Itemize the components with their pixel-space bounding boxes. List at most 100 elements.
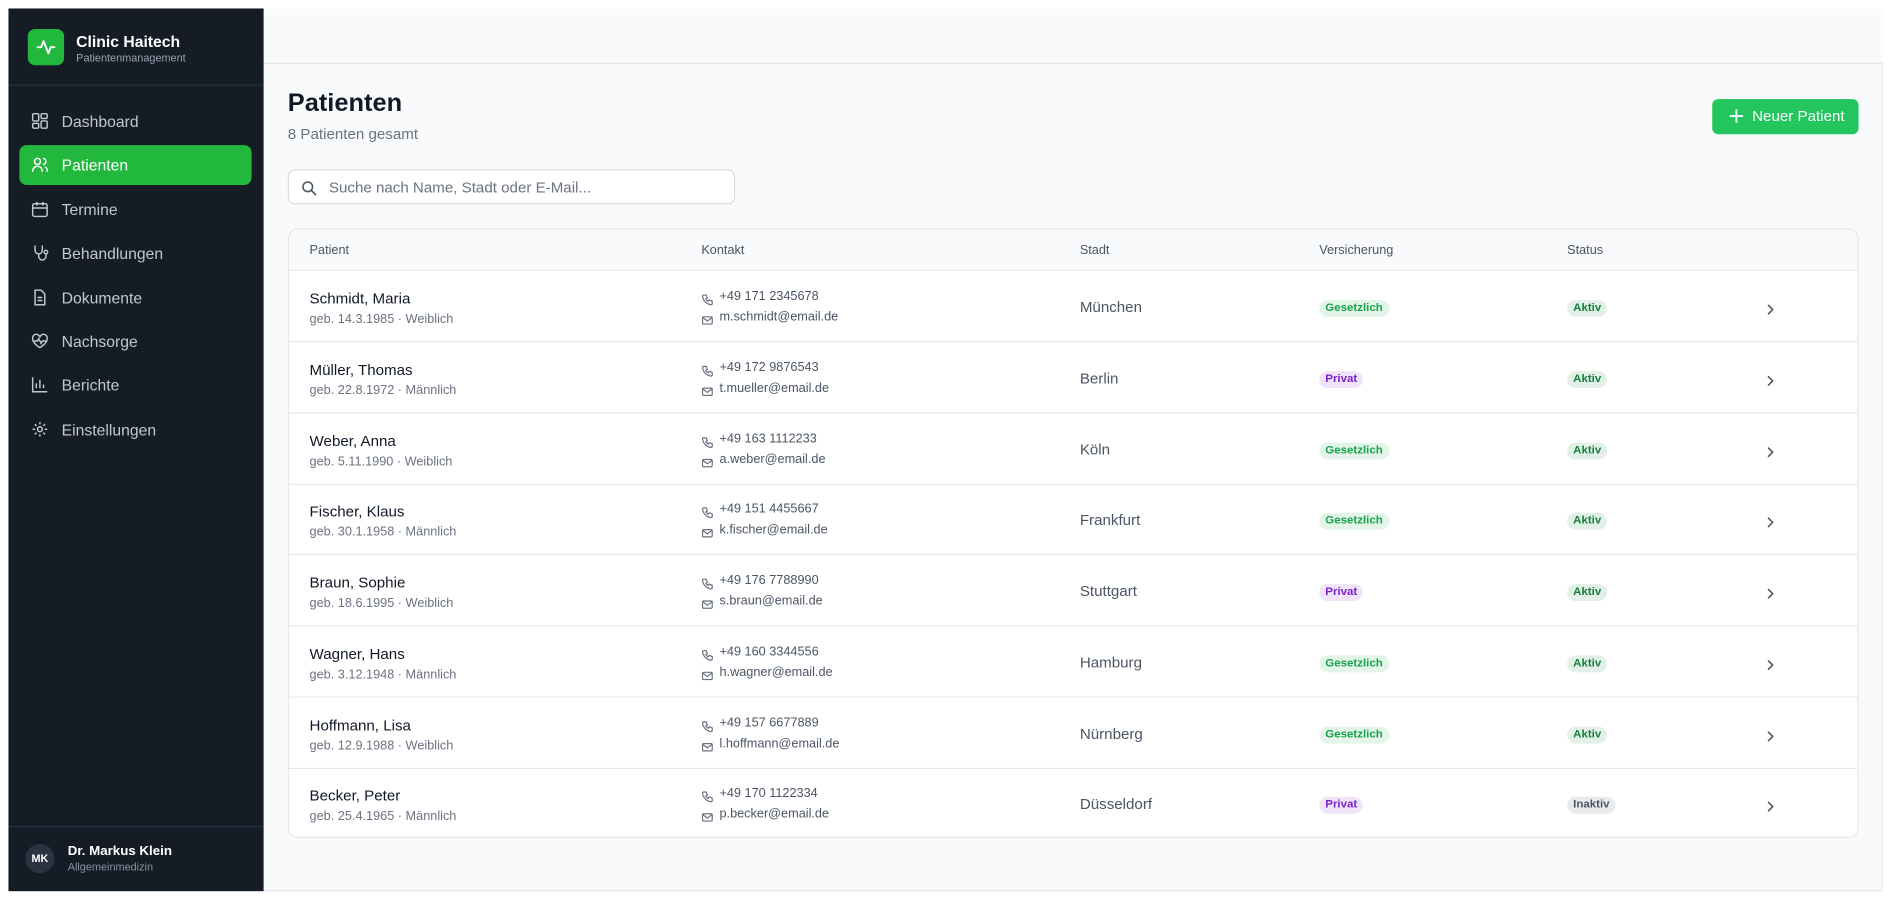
patient-name: Becker, Peter (309, 787, 401, 805)
phone-icon (701, 645, 713, 667)
nav-icon (34, 288, 46, 305)
column-header: Patient (309, 243, 350, 258)
nav-item[interactable]: Nachsorge (19, 322, 251, 362)
top-bar (263, 8, 1883, 65)
status-badge: Aktiv (1567, 441, 1608, 459)
row-chevron[interactable] (1764, 442, 1776, 464)
patient-meta: geb. 12.9.1988 · Weiblich (309, 738, 454, 753)
button-label: Neuer Patient (1752, 107, 1845, 125)
table-row[interactable]: Schmidt, Maria geb. 14.3.1985 · Weiblich +… (288, 271, 1858, 343)
city: Köln (1079, 440, 1111, 458)
nav-item[interactable]: Termine (19, 190, 251, 230)
nav-item[interactable]: Behandlungen (19, 234, 251, 274)
table-row[interactable]: Becker, Peter geb. 25.4.1965 · Männlich +4… (289, 768, 1857, 837)
patient-meta: geb. 22.8.1972 · Männlich (309, 383, 457, 398)
patient-name: Wagner, Hans (309, 645, 405, 663)
patient-name: Schmidt, Maria (309, 290, 411, 308)
phone-icon (701, 361, 713, 383)
nav-label: Berichte (61, 376, 120, 395)
row-chevron[interactable] (1764, 655, 1776, 677)
search-input[interactable]: Suche nach Name, Stadt oder E-Mail... (287, 169, 736, 205)
status-badge: Aktiv (1567, 655, 1608, 673)
nav-icon (31, 158, 49, 173)
column-header: Kontakt (701, 243, 745, 258)
patient-meta: geb. 14.3.1985 · Weiblich (309, 311, 454, 327)
patient-meta: geb. 3.12.1948 · Männlich (309, 667, 457, 682)
email: s.braun@email.de (719, 593, 823, 609)
phone-icon (701, 574, 713, 596)
patient-name: Fischer, Klaus (309, 503, 405, 521)
nav-item[interactable]: Dashboard (19, 102, 251, 142)
phone: +49 151 4455667 (719, 502, 819, 517)
city: Düsseldorf (1079, 795, 1153, 813)
patient-meta: geb. 18.6.1995 · Weiblich (309, 596, 454, 611)
nav-item[interactable]: Einstellungen (19, 410, 251, 450)
table-row[interactable]: Wagner, Hans geb. 3.12.1948 · Männlich +49… (288, 626, 1858, 698)
row-chevron[interactable] (1764, 726, 1776, 748)
nav-icon (31, 377, 48, 393)
page-subtitle: 8 Patienten gesamt (287, 125, 419, 143)
patient-table: Patient Kontakt Stadt Versicherung Status Sc… (287, 228, 1859, 838)
table-row[interactable]: Braun, Sophie geb. 18.6.1995 · Weiblich +4… (288, 555, 1858, 627)
table-row[interactable]: Müller, Thomas geb. 22.8.1972 · Männlich +… (288, 342, 1858, 414)
email-icon (701, 453, 713, 475)
email-icon (701, 311, 713, 333)
nav-label: Termine (61, 200, 118, 219)
city: München (1079, 298, 1143, 316)
email-icon (701, 524, 713, 546)
patient-name: Weber, Anna (309, 432, 396, 450)
nav-label: Einstellungen (61, 420, 157, 439)
row-chevron[interactable] (1764, 371, 1776, 393)
nav-item[interactable]: Berichte (19, 366, 251, 406)
user-name: Dr. Markus Klein (67, 844, 172, 859)
city: Hamburg (1079, 653, 1142, 671)
divider (8, 84, 264, 86)
new-patient-button[interactable]: Neuer Patient (1712, 99, 1859, 135)
email: m.schmidt@email.de (719, 309, 839, 325)
nav-item[interactable]: Patienten (19, 145, 252, 186)
status-badge: Aktiv (1567, 584, 1608, 601)
row-chevron[interactable] (1764, 300, 1776, 322)
phone-icon (701, 787, 713, 809)
row-chevron[interactable] (1764, 584, 1776, 606)
email: p.becker@email.de (719, 806, 830, 822)
insurance-badge: Privat (1319, 797, 1364, 815)
nav-label: Nachsorge (61, 332, 138, 351)
divider (8, 825, 264, 828)
patient-meta: geb. 25.4.1965 · Männlich (309, 809, 457, 824)
nav-icon (34, 245, 49, 261)
table-row[interactable]: Weber, Anna geb. 5.11.1990 · Weiblich +49 … (288, 413, 1858, 485)
nav-label: Behandlungen (61, 244, 164, 263)
avatar[interactable]: MK (25, 844, 55, 874)
search-placeholder: Suche nach Name, Stadt oder E-Mail... (328, 178, 592, 196)
table-header: Patient Kontakt Stadt Versicherung Status (288, 229, 1858, 271)
column-header: Versicherung (1319, 243, 1394, 258)
phone-icon (701, 716, 713, 738)
row-chevron[interactable] (1764, 513, 1776, 535)
nav-icon (32, 421, 48, 437)
nav-icon (31, 333, 48, 349)
row-chevron[interactable] (1764, 797, 1776, 819)
status-badge: Inaktiv (1567, 797, 1616, 815)
patient-meta: geb. 5.11.1990 · Weiblich (309, 454, 453, 469)
phone: +49 160 3344556 (719, 644, 819, 659)
logo[interactable] (27, 29, 65, 66)
sidebar: Clinic Haitech Patientenmanagement Dashb… (8, 8, 264, 892)
insurance-badge: Gesetzlich (1319, 441, 1389, 459)
email: t.mueller@email.de (719, 380, 830, 396)
nav-icon (31, 201, 48, 217)
table-row[interactable]: Fischer, Klaus geb. 30.1.1958 · Männlich +… (288, 484, 1858, 556)
insurance-badge: Privat (1319, 370, 1364, 388)
phone-icon (701, 432, 713, 454)
nav-label: Dashboard (61, 112, 139, 131)
patient-meta: geb. 30.1.1958 · Männlich (309, 525, 457, 540)
city: Nürnberg (1079, 724, 1143, 742)
table-row[interactable]: Hoffmann, Lisa geb. 12.9.1988 · Weiblich +… (288, 697, 1858, 769)
nav-item[interactable]: Dokumente (19, 278, 251, 318)
status-badge: Aktiv (1567, 370, 1608, 388)
city: Berlin (1079, 369, 1119, 387)
column-header: Stadt (1079, 243, 1110, 258)
email-icon (701, 382, 713, 404)
